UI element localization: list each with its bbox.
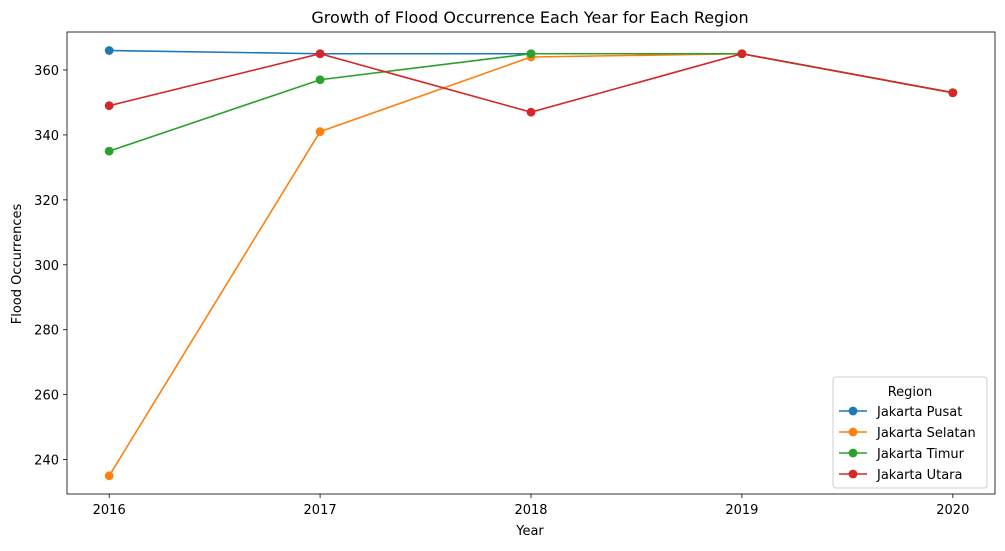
- legend-label: Jakarta Timur: [876, 447, 965, 462]
- data-point: [948, 88, 958, 98]
- data-point: [104, 101, 114, 111]
- data-point: [104, 46, 114, 55]
- legend-item: Jakarta Timur: [839, 447, 965, 462]
- data-point: [526, 49, 536, 59]
- series-2: [104, 49, 958, 156]
- x-tick-label: 2016: [93, 503, 126, 518]
- series-3: [104, 49, 958, 117]
- y-tick-label: 340: [34, 129, 59, 144]
- legend-item: Jakarta Pusat: [839, 405, 962, 420]
- legend-item: Jakarta Selatan: [839, 426, 976, 441]
- y-tick-label: 280: [34, 324, 59, 339]
- y-tick-label: 360: [34, 64, 59, 79]
- data-point: [104, 146, 114, 156]
- legend-items: Jakarta Pusat Jakarta Selatan Jakarta Timu…: [839, 405, 976, 483]
- series-line: [108, 52, 953, 114]
- plot-frame: [66, 31, 996, 495]
- series-layer: [104, 46, 958, 481]
- y-tick-label: 300: [34, 259, 59, 274]
- chart-title: Growth of Flood Occurrence Each Year for…: [311, 8, 748, 27]
- legend-item: Jakarta Utara: [839, 468, 963, 483]
- legend-label: Jakarta Utara: [876, 468, 963, 483]
- y-tick-label: 320: [34, 194, 59, 209]
- y-tick-label: 260: [34, 389, 59, 404]
- legend-box: [832, 376, 988, 489]
- data-point: [315, 127, 325, 137]
- data-point: [737, 49, 747, 59]
- data-point: [526, 107, 536, 117]
- x-tick-label: 2019: [725, 503, 758, 518]
- y-tick-label: 240: [34, 454, 59, 469]
- legend-marker: [848, 427, 858, 437]
- x-axis-label: Year: [515, 524, 544, 539]
- series-line: [108, 52, 953, 477]
- legend-title: Region: [888, 385, 933, 400]
- legend-marker: [848, 448, 858, 458]
- legend-marker: [848, 469, 858, 479]
- data-point: [315, 75, 325, 85]
- legend-label: Jakarta Pusat: [876, 405, 962, 420]
- y-axis-ticks: 240 260 280 300 320 340 360: [34, 64, 67, 469]
- data-point: [104, 471, 114, 481]
- data-point: [315, 49, 325, 59]
- series-line: [108, 52, 953, 152]
- legend-marker: [848, 406, 858, 416]
- x-tick-label: 2017: [304, 503, 337, 518]
- x-tick-label: 2018: [514, 503, 547, 518]
- legend-label: Jakarta Selatan: [876, 426, 976, 441]
- x-tick-label: 2020: [936, 503, 969, 518]
- x-axis-ticks: 2016 2017 2018 2019 2020: [93, 494, 969, 518]
- y-axis-label: Flood Occurrences: [10, 204, 25, 325]
